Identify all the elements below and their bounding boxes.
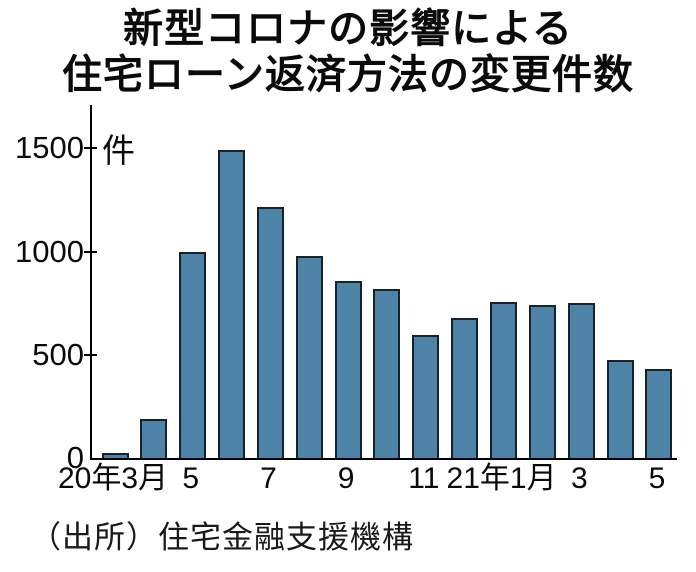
y-tick-label-1000: 1000 (15, 234, 84, 269)
bar-20年10月 (373, 289, 401, 458)
x-tick-label-9: 9 (337, 462, 355, 495)
plot-area (84, 105, 677, 460)
chart-title: 新型コロナの影響による 住宅ローン返済方法の変更件数 (0, 6, 696, 98)
x-tick-label-3: 3 (570, 462, 588, 495)
y-tick-mark-500 (84, 354, 97, 356)
y-tick-mark-1000 (84, 251, 97, 253)
bar-20年12月 (451, 318, 479, 458)
chart-title-line1: 新型コロナの影響による (123, 7, 573, 51)
bar-21年4月 (606, 360, 634, 458)
bar-20年8月 (295, 256, 323, 458)
x-tick-label-5: 5 (648, 462, 666, 495)
bar-21年5月 (645, 369, 673, 458)
bar-21年3月 (567, 303, 595, 458)
y-tick-label-0: 0 (66, 440, 84, 475)
bar-20年4月 (140, 419, 168, 458)
x-tick-label-20年3月: 20年3月 (57, 462, 169, 495)
bar-20年6月 (218, 150, 246, 458)
bar-20年5月 (179, 252, 207, 458)
bar-20年3月 (101, 453, 129, 458)
x-tick-label-21年1月: 21年1月 (446, 462, 557, 495)
y-tick-label-500: 500 (32, 337, 84, 372)
source-note: （出所）住宅金融支援機構 (30, 520, 414, 555)
bar-20年11月 (412, 335, 440, 458)
bar-20年9月 (334, 281, 362, 458)
x-tick-label-11: 11 (408, 462, 440, 495)
y-tick-label-1500: 1500 (15, 130, 84, 165)
y-axis-unit-label: 件 (102, 132, 135, 169)
y-tick-mark-1500 (84, 147, 97, 149)
bar-21年1月 (490, 302, 518, 458)
x-tick-label-5: 5 (182, 462, 200, 495)
bar-21年2月 (528, 305, 556, 458)
x-tick-label-7: 7 (260, 462, 277, 495)
bar-20年7月 (256, 207, 284, 458)
chart-title-line2: 住宅ローン返済方法の変更件数 (62, 53, 634, 97)
